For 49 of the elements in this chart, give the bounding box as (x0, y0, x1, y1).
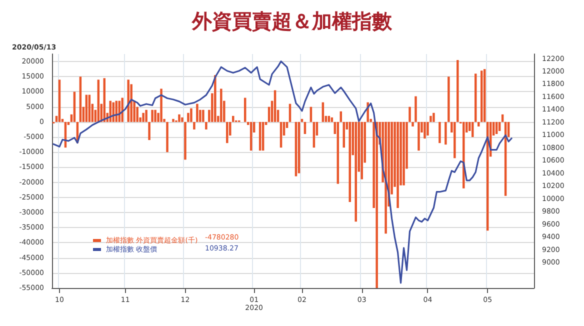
bar (178, 114, 180, 122)
bar (456, 60, 459, 122)
bar (115, 100, 118, 122)
bar (145, 110, 148, 122)
bar (202, 110, 204, 122)
bar (432, 112, 435, 122)
bar (172, 118, 174, 122)
bar (73, 92, 76, 122)
bar (142, 112, 144, 122)
bar (462, 122, 465, 188)
bar (412, 122, 414, 126)
bar (384, 122, 387, 234)
bar (154, 110, 156, 122)
bar (166, 122, 168, 152)
bar (181, 117, 184, 122)
bar (424, 122, 426, 139)
bar (414, 96, 417, 122)
bar (220, 88, 222, 122)
bar (376, 122, 378, 288)
bar (193, 122, 196, 130)
bar (121, 98, 124, 122)
chart-title: 外資買賣超＆加權指數 (191, 9, 393, 33)
bar (448, 76, 450, 122)
bar (160, 88, 162, 122)
bar (472, 122, 474, 138)
bar (226, 122, 228, 144)
bar (196, 104, 198, 122)
bar (127, 80, 130, 122)
bar (426, 122, 429, 136)
bar (402, 122, 405, 186)
bar (274, 90, 276, 122)
bar (438, 122, 441, 144)
bar (184, 122, 186, 160)
bar (148, 122, 150, 140)
bar (408, 106, 411, 122)
bar (214, 75, 216, 122)
bar (430, 116, 432, 122)
bar (396, 122, 399, 208)
bar (444, 122, 447, 145)
bar (187, 112, 190, 122)
bar (151, 110, 154, 122)
bar (205, 122, 208, 130)
bar (360, 122, 363, 180)
bar (454, 122, 456, 158)
bar (418, 122, 420, 151)
bar (190, 108, 192, 122)
line-series (52, 60, 512, 284)
bar (118, 100, 120, 122)
bar (354, 122, 357, 222)
